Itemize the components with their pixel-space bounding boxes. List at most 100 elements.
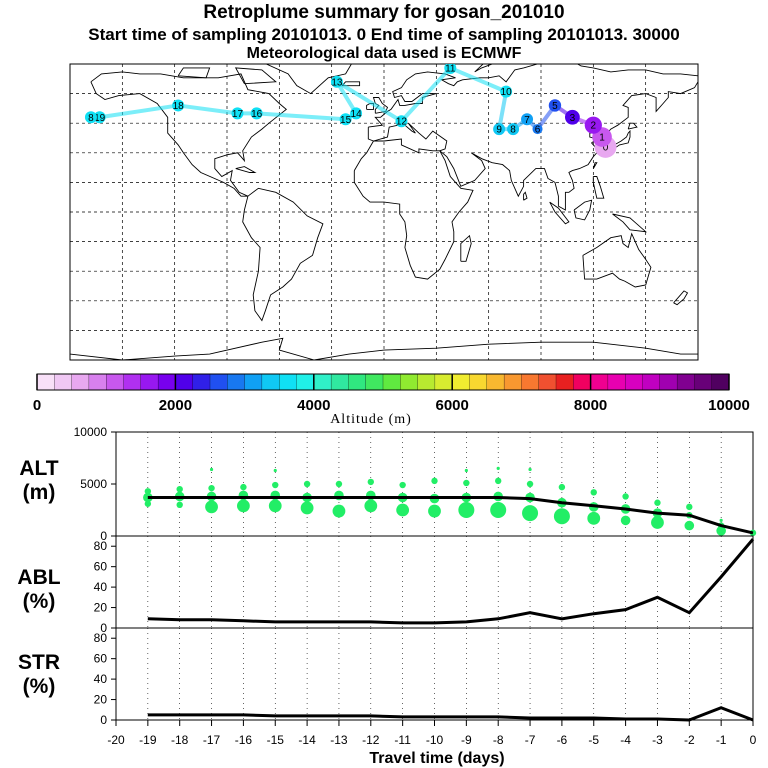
str-fraction-line: [147, 706, 754, 722]
plume-trail-segment: [254, 111, 348, 122]
colorbar-swatch: [400, 373, 419, 391]
plume-day-label: 11: [445, 63, 456, 74]
x-tick-label: -6: [557, 733, 568, 747]
plume-cluster-marker: [521, 113, 534, 126]
plume-day-label: 3: [570, 113, 576, 124]
x-tick-label: -19: [139, 733, 157, 747]
coastline-novaya-zemlya: [474, 64, 494, 73]
altitude-plume-point: [272, 481, 279, 489]
altitude-plume-point: [431, 477, 438, 485]
y-tick-label: 0: [100, 621, 107, 635]
colorbar-swatch: [469, 373, 488, 391]
altitude-plume-point: [496, 466, 500, 470]
altitude-plume-point: [622, 493, 629, 500]
altitude-plume-point: [428, 504, 441, 518]
altitude-plume-point: [208, 484, 215, 492]
altitude-plume-point: [522, 505, 539, 522]
colorbar-swatch: [382, 373, 401, 391]
coastline-eurasia: [367, 64, 698, 211]
x-tick-label: -7: [525, 733, 536, 747]
colorbar-swatch: [313, 373, 332, 391]
coastline-ellesmere: [218, 52, 270, 62]
altitude-plume-point: [463, 479, 470, 487]
x-tick-label: -15: [267, 733, 285, 747]
coastline-taiwan: [592, 162, 598, 169]
colorbar-tick-label: 8000: [574, 397, 607, 414]
plume-trail-segment: [97, 103, 181, 120]
coastline-north-america: [90, 71, 288, 197]
colorbar-swatch: [365, 373, 384, 391]
x-tick-label: -8: [493, 733, 504, 747]
colorbar-swatch: [71, 373, 90, 391]
x-tick-label: -12: [362, 733, 380, 747]
altitude-plume-point: [490, 502, 507, 518]
colorbar-swatch: [157, 373, 176, 391]
str-panel: 0 20 40 60 80 STR(%): [18, 627, 754, 727]
x-tick-label: -3: [652, 733, 663, 747]
plume-cluster-marker: [548, 99, 562, 112]
plume-trail-segment: [176, 103, 240, 116]
colorbar-swatch: [261, 373, 280, 391]
coastline-philippines: [592, 176, 605, 199]
altitude-plume-point: [458, 502, 475, 518]
x-axis: -20 -19 -18 -17 -16 -15 -14 -13 -12 -11 -10 -9 -8 -7-…: [107, 720, 757, 767]
altitude-plume-point: [303, 480, 311, 488]
plume-cluster-marker: [493, 123, 506, 136]
coastline-new-guinea: [612, 213, 648, 233]
colorbar-swatch: [106, 373, 124, 391]
plume-day-label: 10: [501, 87, 513, 98]
coastline-iceland: [341, 81, 361, 87]
colorbar-swatch: [711, 373, 730, 391]
plume-trail-segment: [497, 89, 509, 132]
altitude-plume-point: [367, 478, 374, 486]
altitude-plume-point: [495, 477, 502, 485]
coastline-sri-lanka: [523, 191, 528, 201]
colorbar-tick-label: 6000: [436, 397, 469, 414]
colorbar-swatch: [503, 373, 522, 391]
plume-day-label: 6: [535, 125, 541, 136]
x-tick-label: -11: [394, 733, 411, 747]
plume-cluster-marker: [584, 116, 602, 134]
altitude-plume-point: [268, 499, 282, 513]
plume-day-label: 15: [340, 115, 352, 126]
altitude-plume-point: [686, 503, 693, 511]
colorbar-swatch: [140, 373, 159, 391]
altitude-plume-point: [399, 481, 406, 489]
y-tick-label: 5000: [80, 477, 107, 491]
colorbar-swatch: [555, 373, 574, 391]
altitude-plume-point: [144, 500, 152, 507]
plume-day-label: 0: [603, 142, 609, 153]
colorbar-swatch: [538, 373, 557, 391]
y-tick-label: 0: [100, 529, 107, 543]
abl-fraction-line: [147, 538, 755, 625]
plume-day-label: 9: [496, 125, 502, 136]
altitude-plume-point: [396, 503, 410, 517]
colorbar-swatch: [607, 373, 626, 391]
colorbar-swatch: [452, 373, 470, 391]
coastline-cuba: [235, 166, 257, 173]
colorbar-swatch: [521, 373, 540, 391]
plume-day-label: 18: [173, 101, 185, 112]
colorbar-swatch: [209, 373, 228, 391]
plume-day-label: 17: [232, 109, 244, 120]
altitude-plume-point: [528, 467, 532, 472]
altitude-plume-point: [209, 467, 214, 472]
coastline-borneo: [573, 199, 593, 221]
x-tick-label: -13: [330, 733, 348, 747]
panel-ylabel-unit: (%): [23, 675, 56, 698]
x-axis-label: Travel time (days): [369, 750, 504, 767]
plume-cluster-marker: [93, 111, 106, 124]
altitude-plume-point: [620, 515, 631, 526]
x-tick-label: -5: [588, 733, 599, 747]
colorbar-swatch: [486, 373, 505, 391]
panel-ylabel-unit: (%): [23, 590, 56, 613]
altitude-plume-point: [558, 483, 566, 491]
colorbar-swatch: [642, 373, 661, 391]
plume-cluster-marker: [250, 107, 263, 120]
plume-cluster-marker: [565, 109, 580, 125]
altitude-plume-point: [464, 468, 468, 473]
plume-cluster-marker: [350, 107, 363, 120]
colorbar-swatch: [123, 373, 142, 391]
